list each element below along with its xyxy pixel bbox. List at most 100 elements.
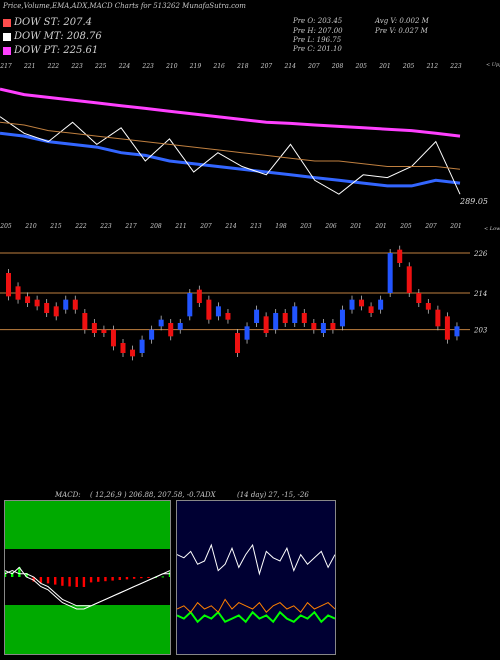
ema-bottom-tick: 217 xyxy=(124,223,137,230)
macd-histogram-bar xyxy=(18,567,21,577)
candle-body xyxy=(215,306,221,317)
candle-body xyxy=(444,316,450,340)
candle-body xyxy=(406,266,412,293)
macd-histogram-bar xyxy=(25,573,28,577)
legend-label-st: DOW ST: 207.4 xyxy=(14,17,93,28)
macd-histogram-bar xyxy=(125,577,129,580)
ema-bottom-tick: 206 xyxy=(324,223,337,230)
stat-prev-volume: Pre V: 0.027 M xyxy=(375,27,428,35)
candle-body xyxy=(120,343,126,353)
adx-background xyxy=(177,501,335,654)
macd-histogram-bar xyxy=(82,577,86,587)
candle-body xyxy=(282,313,288,323)
candle-body xyxy=(263,316,269,333)
macd-histogram-bar xyxy=(54,577,57,585)
ema-top-tick: 217 xyxy=(0,63,12,70)
candle-body xyxy=(187,293,193,317)
macd-histogram-bar xyxy=(39,577,43,583)
candle-body xyxy=(244,326,250,340)
stat-low: Pre L: 196.75 xyxy=(293,36,342,44)
ema-bottom-tick: 205 xyxy=(399,223,412,230)
candle-body xyxy=(44,303,50,313)
adx-series-line xyxy=(176,598,336,614)
ema-top-tick: 207 xyxy=(307,63,320,70)
candle-body xyxy=(34,299,40,307)
candle-body xyxy=(91,323,97,333)
legend-label-mt: DOW MT: 208.76 xyxy=(14,31,102,42)
macd-histogram-bar xyxy=(75,577,78,587)
candle-body xyxy=(292,306,298,323)
ema-top-tick: 223 xyxy=(449,63,462,70)
adx-chart xyxy=(176,501,336,654)
ema-top-tick: 221 xyxy=(23,63,35,70)
adx-values: (14 day) 27, -15, -26 xyxy=(237,491,309,499)
candle-body xyxy=(339,309,345,327)
macd-histogram-bar xyxy=(46,577,50,584)
candle-body xyxy=(158,319,164,327)
legend-dow-st: DOW ST: 207.4 xyxy=(3,17,92,28)
ema-bottom-tick: 201 xyxy=(374,223,386,230)
adx-series-line xyxy=(176,610,336,624)
ema-top-tick: 224 xyxy=(118,63,131,70)
ema-top-tick: 225 xyxy=(94,63,107,70)
macd-histogram-bar xyxy=(104,577,107,582)
legend-dow-pt: DOW PT: 225.61 xyxy=(3,45,98,56)
macd-histogram-bar xyxy=(132,577,136,579)
macd-histogram-bar xyxy=(111,577,114,581)
ema-bottom-tick: 205 xyxy=(0,223,12,230)
candle-body xyxy=(273,313,279,330)
ema-bottom-tick: 223 xyxy=(99,223,112,230)
ema-top-tick: 218 xyxy=(236,63,249,70)
ema-top-tick: 208 xyxy=(331,63,344,70)
ema-top-tick: 207 xyxy=(260,63,273,70)
legend-swatch-pt xyxy=(3,46,11,55)
candle-body xyxy=(130,349,136,357)
ema-bottom-tick: 213 xyxy=(249,223,262,230)
candle-body xyxy=(349,299,355,310)
macd-histogram-bar xyxy=(89,577,93,583)
ema-top-tick: 214 xyxy=(283,63,296,70)
candle-body xyxy=(435,309,441,327)
ema-bottom-tick: 211 xyxy=(174,223,186,230)
ema-bottom-tick: 215 xyxy=(49,223,62,230)
macd-histogram-bar xyxy=(3,571,7,577)
reference-level-label: 203 xyxy=(473,327,488,335)
macd-histogram-bar xyxy=(140,577,143,579)
legend-label-pt: DOW PT: 225.61 xyxy=(14,45,99,56)
ema-bottom-tick: 222 xyxy=(74,223,87,230)
ema-bottom-tick: 208 xyxy=(149,223,162,230)
ema-top-tick: 205 xyxy=(402,63,415,70)
candle-body xyxy=(359,299,365,307)
lower-band-label: < Lower xyxy=(484,226,500,232)
legend-swatch-st xyxy=(3,18,11,27)
ema-top-tick: 212 xyxy=(426,63,439,70)
last-value-label: 289.05 xyxy=(459,197,488,206)
adx-panel xyxy=(176,500,336,655)
adx-series-line xyxy=(176,543,336,576)
candle-body xyxy=(25,296,31,303)
candle-body xyxy=(82,313,88,330)
ema-series-line xyxy=(0,87,461,138)
ema-top-tick: 222 xyxy=(47,63,60,70)
ema-top-tick: 223 xyxy=(141,63,154,70)
stat-close: Pre C: 201.10 xyxy=(293,45,342,53)
candle-body xyxy=(168,323,174,337)
legend-swatch-mt xyxy=(3,32,11,41)
candle-body xyxy=(416,293,422,303)
candle-body xyxy=(387,253,393,293)
candlestick-chart: 226 214 203 xyxy=(0,245,488,361)
macd-histogram-bar xyxy=(10,572,14,577)
ema-top-tick: 216 xyxy=(212,63,225,70)
ema-series-line xyxy=(0,116,461,195)
stat-avg-volume: Avg V: 0.002 M xyxy=(375,17,429,25)
ema-series-line xyxy=(0,131,461,188)
candle-body xyxy=(139,339,145,353)
reference-level-label: 214 xyxy=(473,290,487,298)
ema-bottom-tick: 201 xyxy=(349,223,361,230)
candle-body xyxy=(6,273,11,297)
ema-top-tick: 201 xyxy=(378,63,390,70)
upper-band-label: < Upper xyxy=(486,62,500,68)
macd-histogram-bar xyxy=(118,577,121,580)
ema-series-line xyxy=(0,121,461,170)
ema-top-tick: 205 xyxy=(355,63,368,70)
